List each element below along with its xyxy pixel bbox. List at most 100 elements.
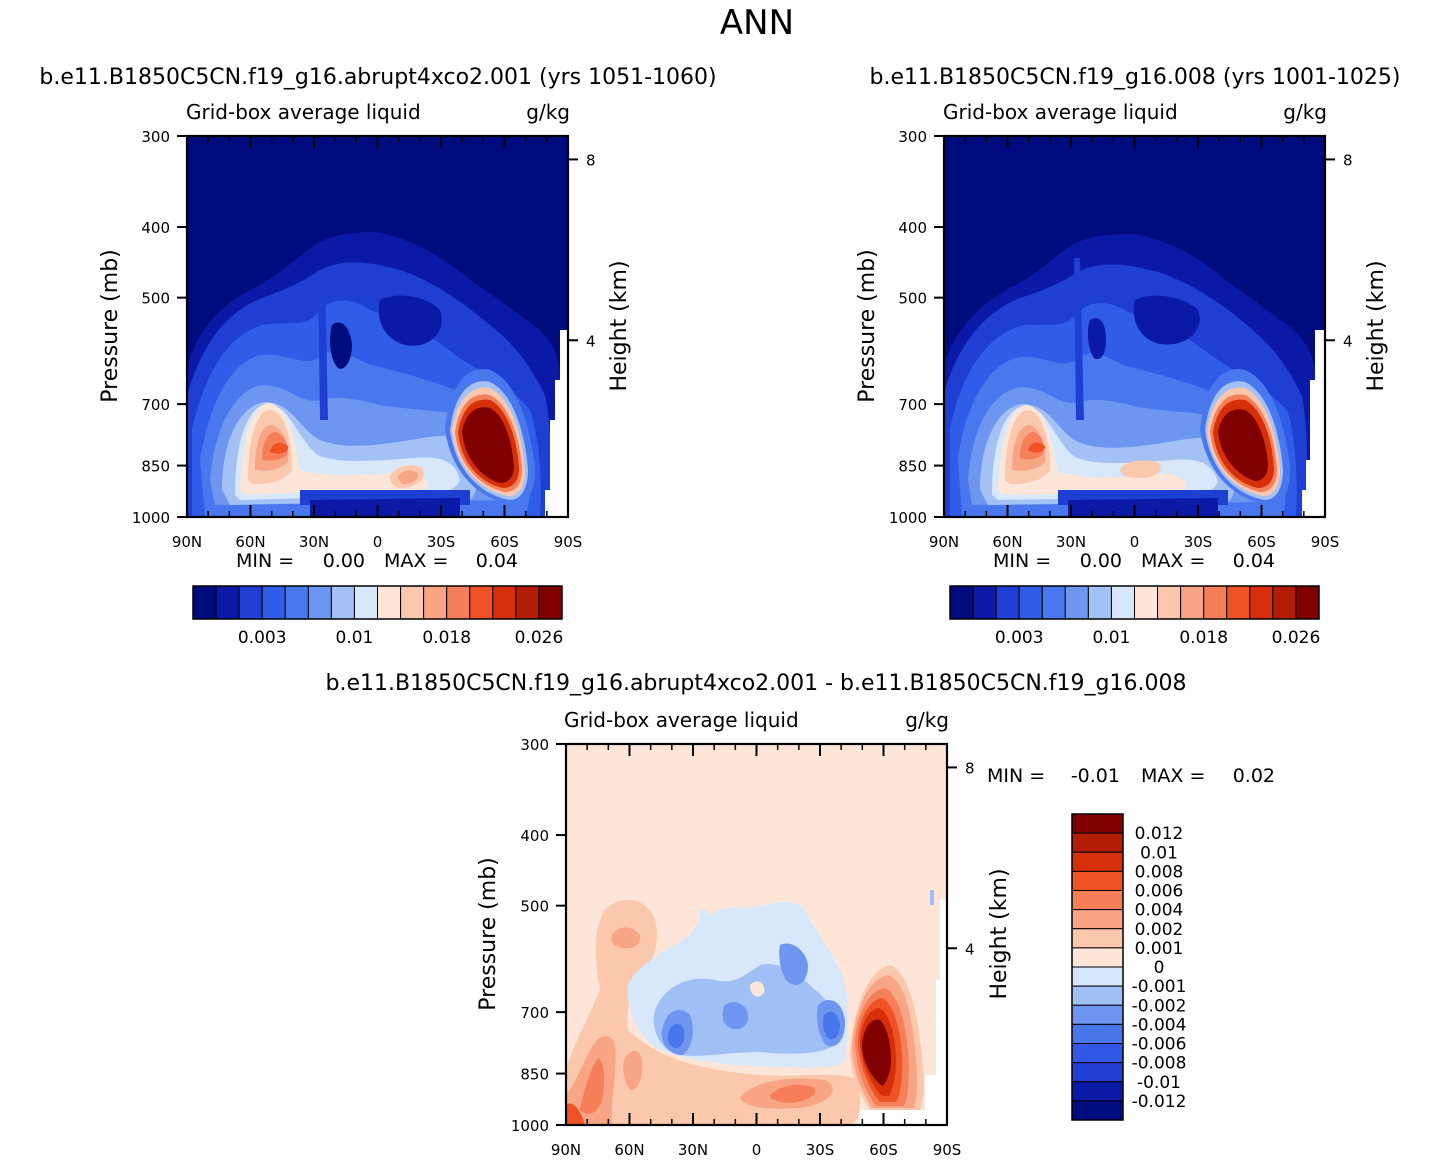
contour-level-24 (862, 1019, 891, 1086)
missing-data-mask (1302, 330, 1325, 517)
colorbar-frame (1071, 813, 1124, 1121)
x-tick-label: 90S (933, 1141, 962, 1159)
contour-level-17 (700, 910, 708, 935)
y-tick-label: 700 (898, 396, 927, 414)
colorbar-cell (1071, 813, 1124, 834)
colorbar-cell (1272, 585, 1297, 620)
colorbar-cell (469, 585, 494, 620)
x-tick-label: 30N (678, 1141, 708, 1159)
y-tick-label: 1000 (132, 509, 170, 527)
x-tick-label: 30S (1184, 533, 1213, 551)
y-tick-label: 400 (520, 827, 549, 845)
colorbar-cell (1071, 1100, 1124, 1121)
colorbar-label: 0.01 (336, 628, 374, 648)
y-axis-label: Pressure (mb) (98, 249, 123, 403)
colorbar-cell (1064, 585, 1089, 620)
min-value: 0.00 (323, 550, 365, 572)
min-value: 0.00 (1080, 550, 1122, 572)
x-tick-label: 90S (554, 533, 583, 551)
contour-level-4 (580, 1058, 605, 1114)
contour-level-5 (566, 1103, 585, 1125)
y-tick-label: 850 (141, 458, 170, 476)
colorbar: 0.003 0.01 0.018 0.026 (949, 585, 1321, 648)
units-label: g/kg (526, 100, 570, 124)
contour-level-18 (750, 981, 765, 997)
contour-level-15 (1068, 498, 1218, 517)
axes: 90N 60N 30N 0 30S 60S 90S 300 400 500 700 850 1000 8 4 (132, 128, 596, 551)
contour-level-6 (623, 1051, 643, 1091)
colorbar-label: -0.006 (1132, 1035, 1187, 1055)
colorbar-cell (1071, 966, 1124, 987)
colorbar-label: -0.008 (1132, 1054, 1187, 1074)
figure-title: ANN (720, 3, 794, 43)
x-tick-label: 0 (1130, 533, 1140, 551)
y-tick-label: 500 (898, 290, 927, 308)
colorbar-cell (1071, 1081, 1124, 1102)
y-tick-label: 300 (520, 736, 549, 754)
missing-data-mask (860, 900, 947, 1125)
colorbar-cell (1203, 585, 1228, 620)
x-tick-label: 0 (752, 1141, 762, 1159)
colorbar-cell (1071, 928, 1124, 949)
x-tick-label: 60N (614, 1141, 644, 1159)
y-tick-label: 1000 (511, 1117, 549, 1135)
colorbar-label: -0.001 (1132, 977, 1187, 997)
max-label: MAX = (384, 550, 448, 572)
contour-level-16 (310, 498, 460, 517)
height-tick-label: 4 (1343, 332, 1353, 350)
colorbar-label: 0.003 (995, 628, 1044, 648)
right-axis-label: Height (km) (1364, 260, 1389, 391)
contour-level-2 (611, 927, 641, 949)
x-tick-label: 60N (235, 533, 265, 551)
contour-level-23 (1087, 318, 1106, 360)
height-tick-label: 8 (965, 759, 975, 777)
panel-subtitle: b.e11.B1850C5CN.f19_g16.abrupt4xco2.001 … (39, 65, 716, 90)
contour-level-12 (270, 442, 289, 454)
colorbar-cell (377, 585, 402, 620)
plot-title: Grid-box average liquid (943, 100, 1178, 124)
colorbar-cell (238, 585, 263, 620)
contour-level-26 (930, 890, 934, 905)
colorbar-cell (1071, 870, 1124, 891)
colorbar-cell (192, 585, 217, 620)
x-tick-label: 60S (869, 1141, 898, 1159)
panel-control: b.e11.B1850C5CN.f19_g16.008 (yrs 1001-10… (855, 65, 1401, 648)
colorbar: 0.0120.010.0080.0060.0040.0020.0010-0.00… (1071, 813, 1187, 1121)
y-tick-label: 850 (898, 458, 927, 476)
colorbar-cell (1295, 585, 1320, 620)
x-tick-label: 90S (1311, 533, 1340, 551)
colorbar-cell (400, 585, 425, 620)
contour-level-25 (378, 295, 442, 346)
colorbar-cell (995, 585, 1020, 620)
colorbar-label: 0 (1154, 958, 1165, 978)
axes: 90N 60N 30N 0 30S 60S 90S 300 400 500 700 850 1000 8 4 (889, 128, 1353, 551)
colorbar-cell (1071, 832, 1124, 853)
min-label: MIN = (236, 550, 294, 572)
colorbar-cell (949, 585, 974, 620)
colorbar-cell (1071, 1062, 1124, 1083)
units-label: g/kg (905, 708, 949, 732)
y-tick-label: 400 (898, 219, 927, 237)
colorbar-cell (261, 585, 286, 620)
contour-level-24 (330, 322, 352, 369)
contour-level-23 (318, 270, 328, 420)
colorbar-label: 0.008 (1135, 862, 1184, 882)
contour-level-16 (823, 1011, 840, 1040)
y-axis-label: Pressure (mb) (855, 249, 880, 403)
panel-subtitle: b.e11.B1850C5CN.f19_g16.abrupt4xco2.001 … (326, 671, 1187, 696)
colorbar-cell (1071, 1043, 1124, 1064)
colorbar-label: 0.01 (1093, 628, 1131, 648)
colorbar-cell (1071, 909, 1124, 930)
colorbar-label: 0.026 (1272, 628, 1321, 648)
panel-difference: b.e11.B1850C5CN.f19_g16.abrupt4xco2.001 … (326, 671, 1275, 1159)
colorbar-cell (1110, 585, 1135, 620)
contour-level-8 (770, 1084, 816, 1103)
y-axis-label: Pressure (mb) (476, 857, 501, 1011)
contour-level-14 (398, 470, 419, 485)
y-tick-label: 700 (520, 1004, 549, 1022)
height-tick-label: 8 (1343, 151, 1353, 169)
plot-title: Grid-box average liquid (186, 100, 421, 124)
colorbar-frame (949, 585, 1320, 620)
units-label: g/kg (1283, 100, 1327, 124)
